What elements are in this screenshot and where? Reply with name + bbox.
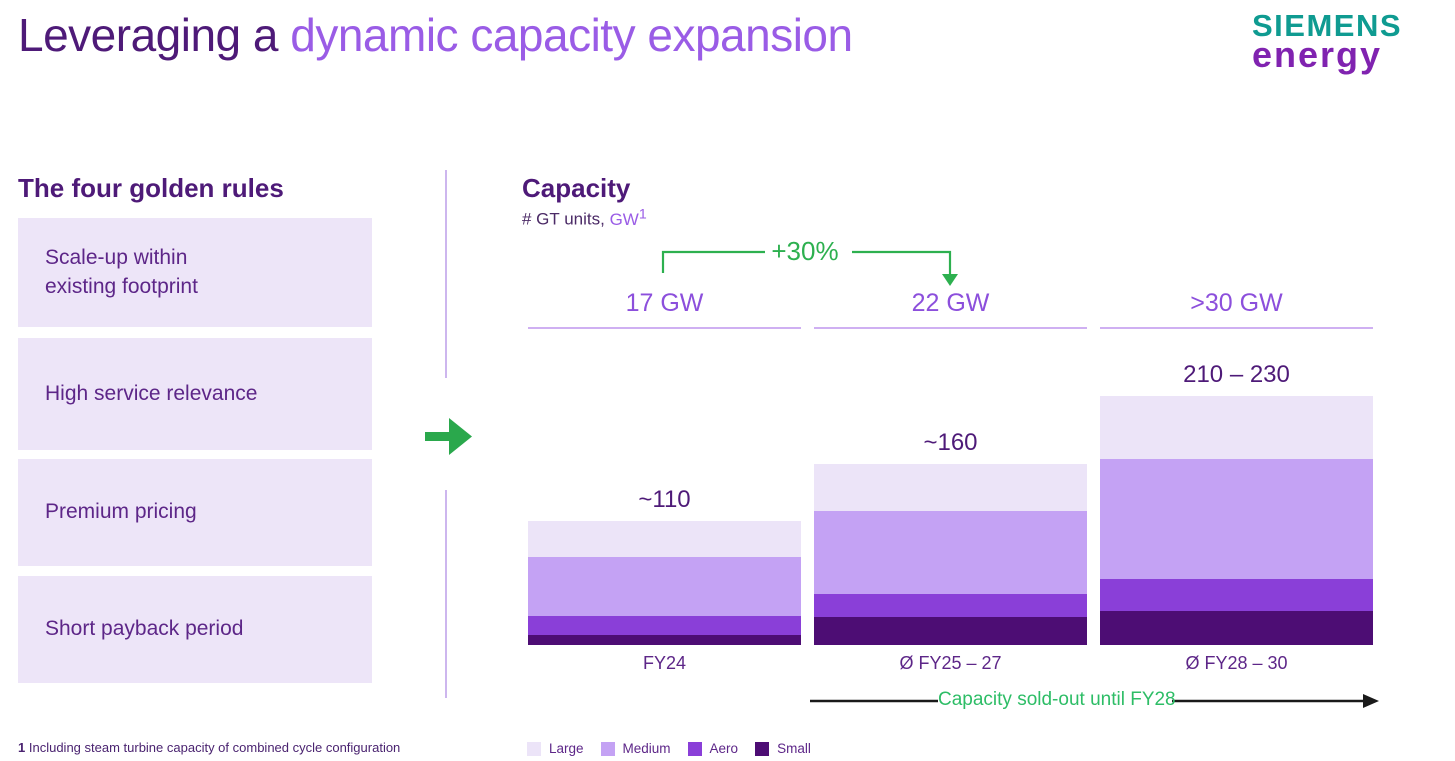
soldout-label: Capacity sold-out until FY28 (938, 689, 1176, 710)
footnote-marker: 1 (18, 740, 26, 755)
bar-stack-fy24 (528, 520, 801, 645)
chart-subtitle: # GT units, GW1 (522, 206, 647, 230)
legend-swatch-small (755, 741, 770, 756)
bar-stack-fy25-27 (814, 464, 1087, 645)
page-title-light: dynamic capacity expansion (290, 9, 853, 61)
chart-subtitle-unit: GW1 (609, 206, 647, 229)
bar-segment-aero (814, 594, 1087, 617)
logo-siemens-text: SIEMENS (1252, 8, 1403, 43)
axis-label-fy28-30: Ø FY28 – 30 (1185, 653, 1288, 673)
legend-item-large: Large (527, 741, 584, 756)
page-title: Leveraging a dynamic capacity expansion (18, 8, 853, 62)
soldout-arrow-icon (810, 694, 1379, 708)
legend-swatch-aero (687, 741, 702, 756)
rule-box-payback-period: Short payback period (18, 576, 372, 683)
legend-swatch-large (527, 741, 541, 756)
axis-label-fy25-27: Ø FY25 – 27 (899, 653, 1002, 673)
chart-legend: Large Medium Aero Small (527, 741, 811, 756)
bar-segment-large (1100, 396, 1373, 459)
legend-label: Small (777, 741, 811, 756)
legend-label: Aero (709, 741, 739, 756)
column-header-22gw: 22 GW (911, 289, 990, 317)
column-header-30gw: >30 GW (1190, 289, 1283, 317)
rules-heading: The four golden rules (18, 173, 284, 203)
bar-column-fy24: ~110 (528, 330, 801, 645)
vertical-divider-top (445, 170, 447, 378)
legend-item-small: Small (755, 741, 811, 756)
bar-column-fy28-30: 210 – 230 (1100, 330, 1373, 645)
rule-box-service-relevance: High service relevance (18, 338, 372, 450)
rule-box-premium-pricing: Premium pricing (18, 459, 372, 566)
siemens-energy-logo: SIEMENS energy (1252, 10, 1442, 73)
bar-segment-large (528, 520, 801, 557)
bar-segment-large (814, 464, 1087, 511)
legend-item-medium: Medium (600, 741, 671, 756)
bar-column-fy25-27: ~160 (814, 330, 1087, 645)
bar-segment-aero (528, 615, 801, 635)
chart-subtitle-prefix: # GT units, (522, 209, 605, 229)
logo-energy-text: energy (1252, 34, 1383, 75)
legend-item-aero: Aero (687, 741, 739, 756)
legend-label: Large (549, 741, 584, 756)
growth-bracket-arrow-icon (661, 250, 958, 286)
page-title-dark: Leveraging a (18, 9, 278, 61)
bar-segment-medium (1100, 458, 1373, 580)
footnote-ref-sup: 1 (638, 206, 647, 222)
bar-total-label: ~160 (923, 429, 978, 457)
legend-label: Medium (622, 741, 671, 756)
bar-stack-fy28-30 (1100, 396, 1373, 645)
bar-total-label: ~110 (638, 485, 691, 513)
legend-swatch-medium (600, 741, 615, 756)
bar-segment-small (1100, 611, 1373, 645)
bar-segment-small (528, 634, 801, 645)
vertical-divider-bottom (445, 490, 447, 698)
column-underline (528, 327, 801, 329)
bar-total-label: 210 – 230 (1183, 361, 1290, 389)
column-header-17gw: 17 GW (625, 289, 704, 317)
column-underline (1100, 327, 1373, 329)
bar-segment-medium (814, 510, 1087, 595)
growth-percentage-label: +30% (771, 236, 839, 266)
right-arrow-icon (425, 418, 472, 455)
chart-title: Capacity (522, 173, 631, 203)
bar-segment-aero (1100, 579, 1373, 612)
footnote-text: Including steam turbine capacity of comb… (28, 740, 401, 755)
column-underline (814, 327, 1087, 329)
axis-label-fy24: FY24 (642, 653, 687, 673)
footnote: 1 Including steam turbine capacity of co… (18, 740, 400, 755)
rule-box-scale-up: Scale-up within existing footprint (18, 218, 372, 327)
bar-segment-medium (528, 556, 801, 616)
bar-segment-small (814, 616, 1087, 645)
